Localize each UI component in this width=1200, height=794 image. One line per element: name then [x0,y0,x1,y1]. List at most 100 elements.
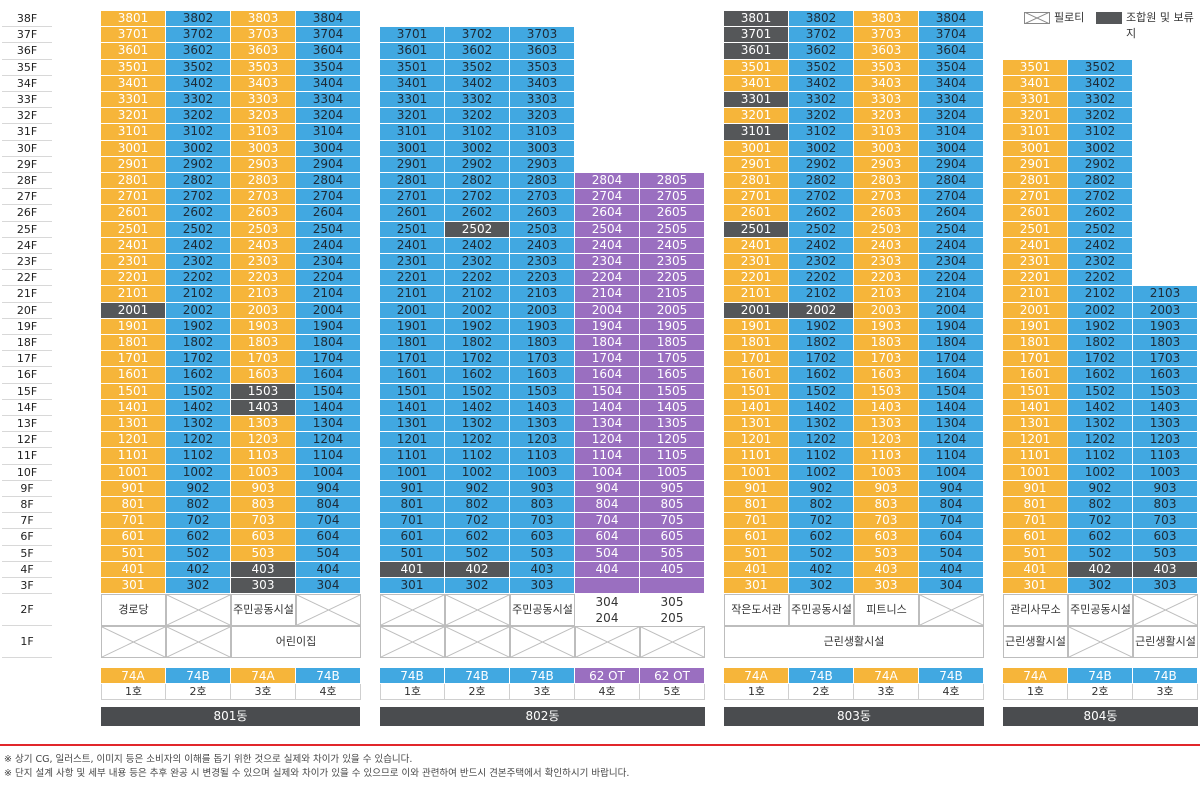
unit-cell[interactable]: 1602 [445,367,510,384]
unit-cell[interactable]: 1305 [640,416,705,433]
unit-cell[interactable]: 3101 [380,124,445,141]
unit-cell[interactable]: 3504 [296,59,361,76]
unit-cell[interactable]: 1302 [1068,416,1133,433]
unit-cell[interactable]: 1701 [101,351,166,368]
unit-cell[interactable]: 701 [724,513,789,530]
unit-cell[interactable]: 3602 [789,43,854,60]
unit-cell[interactable]: 2103 [510,286,575,303]
unit-cell[interactable]: 2303 [231,254,296,271]
unit-cell[interactable]: 3802 [166,11,231,28]
unit-cell[interactable]: 3802 [789,11,854,28]
unit-cell[interactable]: 701 [101,513,166,530]
unit-cell[interactable]: 403 [231,561,296,578]
unit-cell[interactable]: 1902 [789,318,854,335]
unit-cell[interactable]: 403 [854,561,919,578]
unit-cell[interactable]: 801 [724,497,789,514]
unit-cell[interactable]: 3603 [854,43,919,60]
unit-cell[interactable]: 3401 [1003,75,1068,92]
unit-cell[interactable]: 2301 [1003,254,1068,271]
unit-cell[interactable]: 1202 [445,432,510,449]
unit-cell[interactable]: 1604 [575,367,640,384]
unit-cell[interactable]: 3301 [380,92,445,109]
unit-cell[interactable]: 2401 [101,237,166,254]
unit-cell[interactable]: 1805 [640,335,705,352]
unit-cell[interactable]: 2403 [510,237,575,254]
unit-cell[interactable]: 1102 [789,448,854,465]
unit-cell[interactable]: 1502 [445,383,510,400]
unit-cell[interactable]: 3503 [231,59,296,76]
unit-cell[interactable]: 3602 [166,43,231,60]
unit-cell[interactable]: 304 [919,578,984,595]
unit-cell[interactable]: 2702 [789,189,854,206]
unit-cell[interactable]: 2902 [1068,156,1133,173]
unit-cell[interactable]: 2102 [789,286,854,303]
unit-cell[interactable]: 1901 [101,318,166,335]
unit-cell[interactable]: 2803 [510,173,575,190]
unit-cell[interactable]: 1501 [101,383,166,400]
unit-cell[interactable]: 3504 [919,59,984,76]
unit-cell[interactable]: 2902 [166,156,231,173]
unit-cell[interactable]: 3002 [789,140,854,157]
unit-cell[interactable]: 804 [919,497,984,514]
unit-cell[interactable]: 3302 [1068,92,1133,109]
unit-cell[interactable]: 2001 [380,302,445,319]
unit-cell[interactable]: 2901 [1003,156,1068,173]
unit-cell[interactable]: 3303 [854,92,919,109]
unit-cell[interactable]: 3404 [919,75,984,92]
unit-cell[interactable]: 1204 [919,432,984,449]
unit-cell[interactable]: 1802 [166,335,231,352]
unit-cell[interactable]: 303 [1133,578,1198,595]
unit-cell[interactable]: 3303 [231,92,296,109]
unit-cell[interactable]: 2301 [101,254,166,271]
unit-cell[interactable]: 701 [1003,513,1068,530]
unit-cell[interactable]: 3403 [854,75,919,92]
unit-cell[interactable]: 1102 [1068,448,1133,465]
unit-cell[interactable]: 402 [166,561,231,578]
unit-cell[interactable]: 2201 [1003,270,1068,287]
unit-cell[interactable]: 2502 [166,221,231,238]
unit-cell[interactable]: 1503 [854,383,919,400]
unit-cell[interactable]: 803 [1133,497,1198,514]
unit-cell[interactable]: 3301 [1003,92,1068,109]
unit-cell[interactable]: 1501 [1003,383,1068,400]
unit-cell[interactable]: 1704 [575,351,640,368]
unit-cell[interactable]: 3304 [296,92,361,109]
unit-cell[interactable]: 502 [445,545,510,562]
unit-cell[interactable]: 2801 [724,173,789,190]
unit-cell[interactable]: 1201 [101,432,166,449]
unit-cell[interactable]: 2502 [1068,221,1133,238]
unit-cell[interactable]: 3001 [1003,140,1068,157]
unit-cell[interactable]: 1303 [510,416,575,433]
unit-cell[interactable]: 2801 [1003,173,1068,190]
unit-cell[interactable]: 1302 [166,416,231,433]
unit-cell[interactable]: 2303 [854,254,919,271]
unit-cell[interactable]: 2002 [1068,302,1133,319]
unit-cell[interactable]: 1604 [296,367,361,384]
unit-cell[interactable]: 1903 [231,318,296,335]
unit-cell[interactable]: 2001 [101,302,166,319]
unit-cell[interactable]: 1401 [1003,399,1068,416]
unit-cell[interactable]: 2603 [854,205,919,222]
unit-cell[interactable]: 3501 [1003,59,1068,76]
unit-cell[interactable] [640,578,705,595]
unit-cell[interactable]: 2402 [789,237,854,254]
unit-cell[interactable]: 702 [1068,513,1133,530]
unit-cell[interactable]: 1002 [789,464,854,481]
unit-cell[interactable]: 2002 [789,302,854,319]
unit-cell[interactable]: 1601 [380,367,445,384]
unit-cell[interactable]: 2602 [789,205,854,222]
unit-cell[interactable]: 2403 [231,237,296,254]
unit-cell[interactable]: 901 [724,480,789,497]
unit-cell[interactable]: 904 [575,480,640,497]
unit-cell[interactable]: 504 [919,545,984,562]
unit-cell[interactable]: 705 [640,513,705,530]
unit-cell[interactable]: 3302 [445,92,510,109]
unit-cell[interactable]: 1501 [724,383,789,400]
unit-cell[interactable]: 1002 [166,464,231,481]
unit-cell[interactable]: 1901 [1003,318,1068,335]
unit-cell[interactable]: 1001 [1003,464,1068,481]
unit-cell[interactable]: 1401 [724,399,789,416]
unit-cell[interactable]: 2304 [919,254,984,271]
unit-cell[interactable]: 1703 [231,351,296,368]
unit-cell[interactable]: 301 [724,578,789,595]
